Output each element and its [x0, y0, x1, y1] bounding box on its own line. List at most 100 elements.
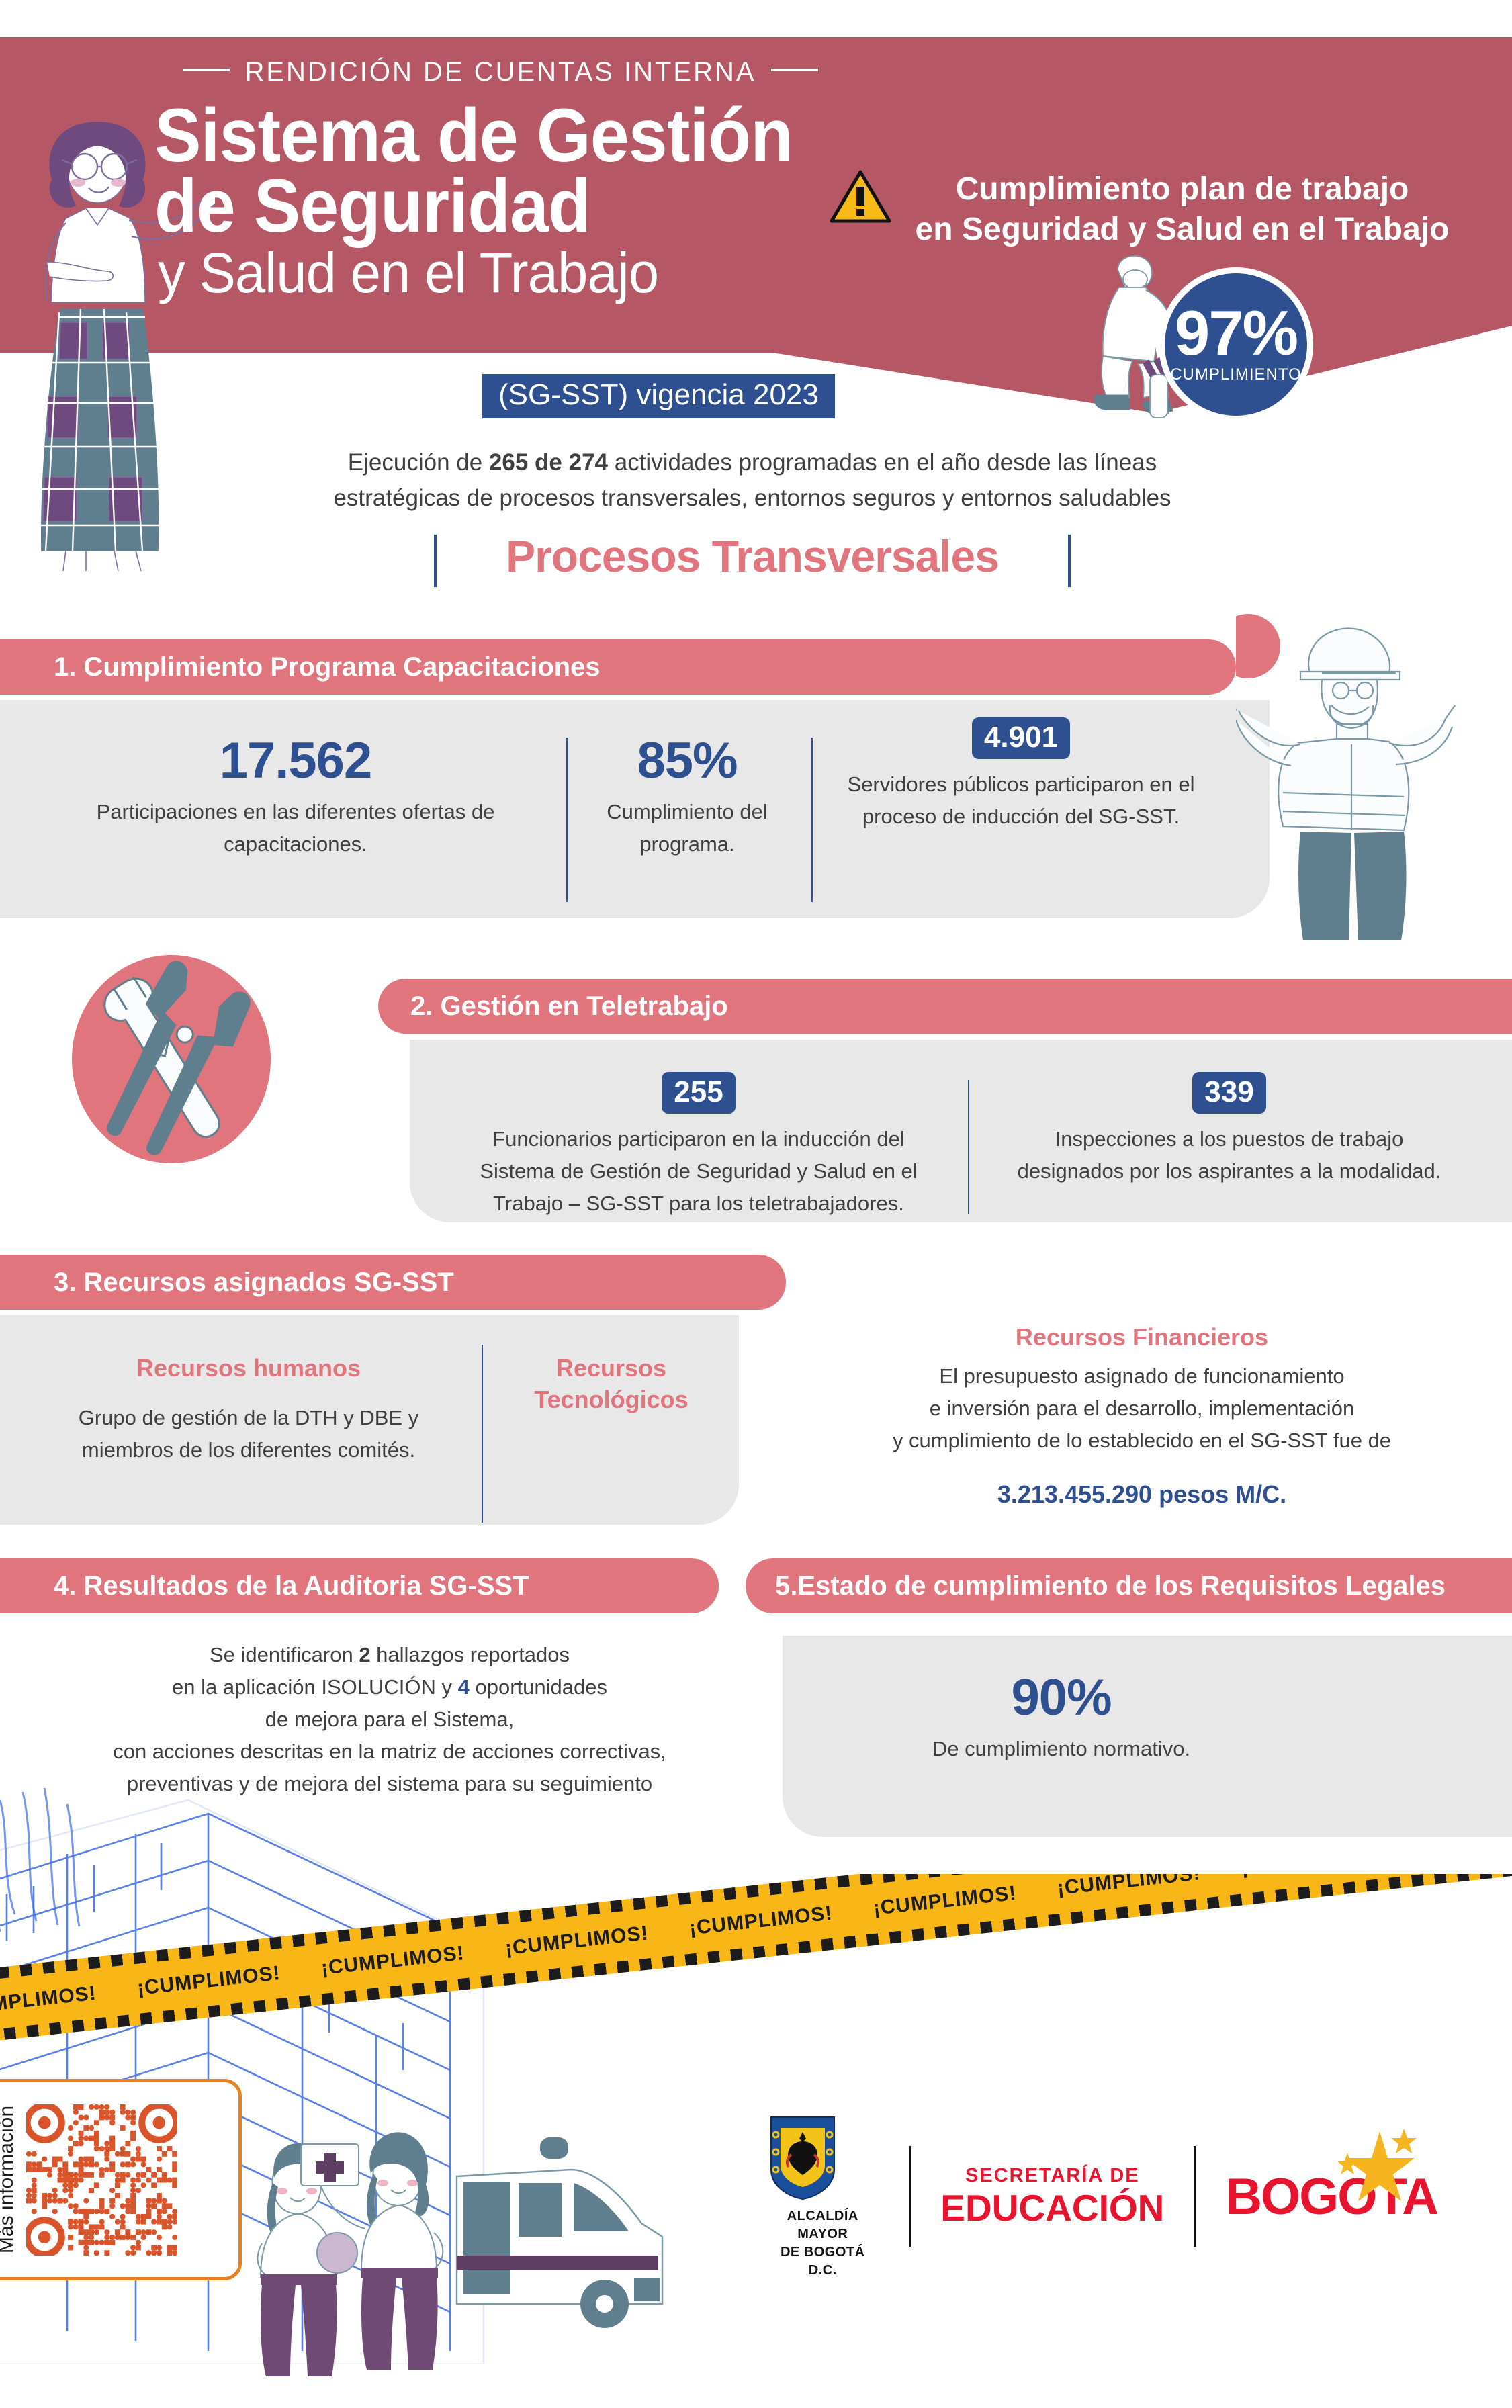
section-3-bar: 3. Recursos asignados SG-SST — [0, 1255, 786, 1310]
section-2-panel — [410, 1040, 1512, 1222]
footer-divider-2 — [1194, 2146, 1196, 2247]
section-3-financial-amount: 3.213.455.290 pesos M/C. — [997, 1480, 1287, 1508]
cumplimos-tape-strip: ¡CUMPLIMOS! ¡CUMPLIMOS! ¡CUMPLIMOS! ¡CUMPLI… — [0, 1874, 1512, 2047]
section-3-column-tech: Recursos Tecnológicos — [510, 1353, 712, 1416]
eyebrow-rule-left — [183, 69, 230, 72]
section-3-tech-heading: Recursos Tecnológicos — [534, 1354, 688, 1413]
section-3-financial-line-3: y cumplimiento de lo establecido en el S… — [892, 1428, 1392, 1452]
header-left-white-strip — [0, 0, 47, 37]
procesos-transversales-heading: Procesos Transversales — [376, 531, 1128, 587]
section-4-hallazgos-count: 2 — [359, 1643, 371, 1666]
hardhat-worker-illustration — [1236, 614, 1456, 940]
page-title-line-2: de Seguridad — [154, 164, 591, 248]
section-3-financial: Recursos Financieros El presupuesto asig… — [806, 1322, 1478, 1513]
section-4-line-2-post: oportunidades — [469, 1675, 607, 1699]
tape-label: ¡CUMPLIMOS! — [0, 1981, 98, 2020]
section-2-bar: 2. Gestión en Teletrabajo — [378, 979, 1512, 1034]
section-2-col-2-text: Inspecciones a los puestos de trabajo de… — [1017, 1127, 1441, 1184]
alcaldia-line-1: ALCALDÍA MAYOR — [787, 2209, 858, 2241]
nurses-and-ambulance-illustration — [257, 2132, 664, 2376]
intro-line-1-post: actividades programadas en el año desde … — [608, 449, 1157, 476]
qr-label: Más información — [0, 2105, 17, 2254]
section-4-title: 4. Resultados de la Auditoria SG-SST — [54, 1570, 529, 1601]
section-4-line-2-pre: en la aplicación ISOLUCIÓN y — [172, 1675, 458, 1699]
section-3-financial-line-1: El presupuesto asignado de funcionamient… — [939, 1364, 1345, 1388]
section-1-col-2-text: Cumplimiento del programa. — [607, 800, 768, 856]
eyebrow-label: RENDICIÓN DE CUENTAS INTERNA — [244, 57, 756, 87]
tape-label: ¡CUMPLIMOS! — [136, 1961, 282, 2000]
header-right-title-line-1: Cumplimiento plan de trabajo — [955, 171, 1409, 207]
section-3-financial-heading: Recursos Financieros — [1015, 1323, 1269, 1351]
kneeling-worker-illustration — [1094, 255, 1173, 418]
section-1-col-2-number: 85% — [637, 732, 738, 789]
section-3-financial-body: El presupuesto asignado de funcionamient… — [806, 1360, 1478, 1457]
intro-line-1: Ejecución de 265 de 274 actividades prog… — [202, 445, 1303, 481]
section-4-bar: 4. Resultados de la Auditoria SG-SST — [0, 1558, 719, 1613]
section-2-column-1: 255 Funcionarios participaron en la indu… — [467, 1072, 930, 1220]
section-3-financial-line-2: e inversión para el desarrollo, implemen… — [929, 1396, 1355, 1420]
header-band: RENDICIÓN DE CUENTAS INTERNA Sistema de … — [0, 0, 1512, 571]
section-3-panel — [0, 1315, 739, 1525]
section-1-bar: 1. Cumplimiento Programa Capacitaciones — [0, 639, 1236, 695]
section-1-col-1-text: Participaciones en las diferentes oferta… — [96, 800, 495, 856]
intro-line-2: estratégicas de procesos transversales, … — [333, 484, 1171, 511]
section-4-line-1: Se identificaron 2 hallazgos reportados — [40, 1639, 739, 1671]
procesos-transversales-title: Procesos Transversales — [506, 531, 999, 581]
intro-line-1-pre: Ejecución de — [347, 449, 489, 476]
section-1-col-3-number: 4.901 — [971, 717, 1071, 759]
alcaldia-line-2: DE BOGOTÁ D.C. — [780, 2245, 865, 2278]
section-3-column-human: Recursos humanos Grupo de gestión de la … — [47, 1353, 450, 1466]
secretaria-line-2: EDUCACIÓN — [940, 2187, 1165, 2229]
heading-rule-right — [1068, 535, 1071, 587]
tape-label: ¡CUMPLIMOS! — [504, 1922, 650, 1960]
section-4-paragraph: Se identificaron 2 hallazgos reportados … — [40, 1639, 739, 1800]
page-title-line-3: y Salud en el Trabajo — [158, 241, 659, 304]
section-3-title: 3. Recursos asignados SG-SST — [54, 1267, 454, 1297]
compliance-percentage-label: CUMPLIMIENTO — [1170, 365, 1302, 384]
section-1-column-2: 85% Cumplimiento del programa. — [586, 735, 788, 860]
bogota-stars-icon — [1338, 2128, 1417, 2201]
section-3-human-text: Grupo de gestión de la DTH y DBE y miemb… — [78, 1405, 419, 1462]
header-right-title: Cumplimiento plan de trabajo en Segurida… — [914, 169, 1451, 250]
section-5-panel — [783, 1636, 1512, 1837]
eyebrow-text: RENDICIÓN DE CUENTAS INTERNA — [161, 57, 840, 87]
bogota-wordmark-a: A — [1402, 2168, 1439, 2225]
secretaria-educacion-logo: SECRETARÍA DE EDUCACIÓN — [940, 2166, 1164, 2227]
tools-icon-illustration — [72, 955, 271, 1163]
secretaria-line-1: SECRETARÍA DE — [965, 2165, 1140, 2186]
warning-triangle-icon — [830, 170, 891, 223]
section-2-col-2-number: 339 — [1192, 1072, 1266, 1114]
section-1-col-3-text: Servidores públicos participaron en el p… — [847, 772, 1195, 829]
section-2-col-1-text: Funcionarios participaron en la inducció… — [480, 1127, 918, 1216]
woman-pointing-illustration — [39, 122, 215, 571]
tape-edge-bottom — [0, 1874, 1512, 2047]
section-2-col-1-number: 255 — [662, 1072, 736, 1114]
section-1-col-1-number: 17.562 — [219, 732, 372, 789]
bogota-logo: BOGOTA — [1225, 2128, 1439, 2226]
qr-code-icon[interactable] — [26, 2104, 177, 2256]
tape-label: ¡CUMPLIMOS! — [320, 1942, 466, 1980]
vigencia-badge: (SG-SST) vigencia 2023 — [482, 374, 835, 418]
section-5-column: 90% De cumplimiento normativo. — [873, 1673, 1249, 1765]
section-3-divider — [482, 1345, 483, 1523]
section-4-oportunidades-count: 4 — [457, 1675, 470, 1699]
footer-logos: ALCALDÍA MAYOR DE BOGOTÁ D.C. SECRETARÍA… — [766, 2116, 1439, 2278]
section-1-column-3: 4.901 Servidores públicos participaron e… — [833, 717, 1209, 833]
qr-card[interactable]: Más información — [0, 2079, 242, 2280]
tape-label: ¡CUMPLIMOS! — [1240, 1874, 1386, 1880]
header-right-title-line-2: en Seguridad y Salud en el Trabajo — [915, 212, 1450, 247]
section-3-human-heading: Recursos humanos — [136, 1354, 361, 1382]
alcaldia-logo: ALCALDÍA MAYOR DE BOGOTÁ D.C. — [766, 2113, 880, 2280]
heading-rule-left — [434, 535, 437, 587]
section-2-column-2: 339 Inspecciones a los puestos de trabaj… — [1001, 1072, 1458, 1188]
section-1-divider-1 — [566, 738, 568, 902]
section-1-column-1: 17.562 Participaciones en las diferentes… — [54, 735, 537, 860]
section-4-line-2: en la aplicación ISOLUCIÓN y 4 oportunid… — [40, 1671, 739, 1703]
intro-paragraph: Ejecución de 265 de 274 actividades prog… — [202, 445, 1303, 516]
compliance-percentage-value: 97% — [1174, 297, 1298, 368]
tape-label: ¡CUMPLIMOS! — [688, 1902, 834, 1940]
section-4-line-4: con acciones descritas en la matriz de a… — [113, 1740, 666, 1764]
section-2-divider — [968, 1080, 969, 1214]
section-4-line-1-pre: Se identificaron — [210, 1643, 359, 1666]
bogota-coat-of-arms-icon — [770, 2116, 835, 2200]
